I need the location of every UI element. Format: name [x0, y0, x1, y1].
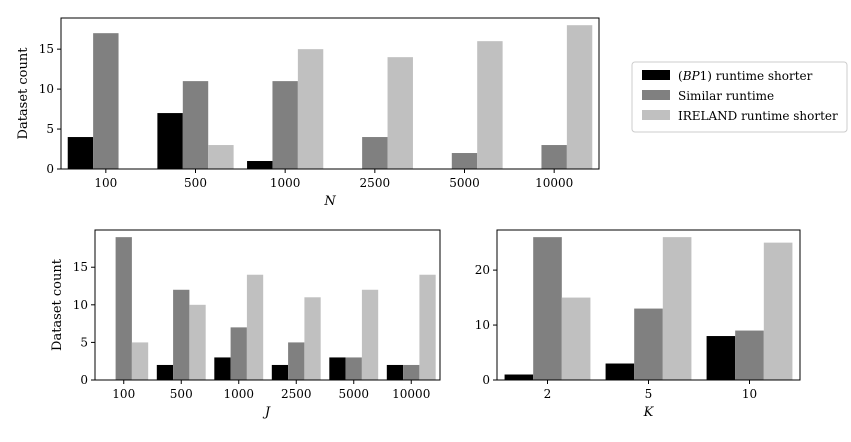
bar-ireland-runtime-shorter-500 [208, 145, 234, 169]
x-tick-label: 5 [645, 387, 653, 401]
y-tick-label: 10 [73, 298, 88, 312]
x-axis-label: J [262, 405, 271, 420]
legend-box [631, 61, 848, 133]
x-tick-label: 1000 [270, 176, 301, 190]
bar-ireland-runtime-shorter-2500 [304, 297, 321, 380]
legend-swatch [642, 110, 670, 120]
x-tick-label: 500 [170, 387, 193, 401]
bar--bp1-runtime-shorter-10 [706, 336, 736, 380]
axes-frame [60, 17, 600, 170]
bar-similar-runtime-2500 [288, 342, 305, 380]
bar-ireland-runtime-shorter-2500 [387, 57, 413, 169]
x-tick-label: 100 [112, 387, 135, 401]
x-axis-label: N [323, 194, 336, 209]
bar-similar-runtime-2500 [362, 137, 388, 169]
bar-ireland-runtime-shorter-5000 [361, 289, 379, 380]
bar-similar-runtime-100 [115, 237, 132, 380]
chart-j: 0 5 10 15 100 500 1000 2500 5000 10000 J Dataset co… [50, 229, 441, 420]
legend-label: Similar runtime [678, 89, 774, 103]
legend-swatch [642, 90, 670, 100]
legend-label: (BP1) runtime shorter [678, 69, 813, 83]
bar--bp1-runtime-shorter-5000 [329, 357, 346, 380]
bar-ireland-runtime-shorter-1000 [297, 49, 324, 169]
x-tick-label: 2 [544, 387, 552, 401]
x-tick-label: 5000 [449, 176, 480, 190]
bar-ireland-runtime-shorter-10 [763, 242, 793, 380]
bar--bp1-runtime-shorter-100 [67, 137, 94, 169]
bar-similar-runtime-1000 [230, 327, 247, 380]
bar-ireland-runtime-shorter-10000 [566, 25, 593, 169]
x-tick-label: 10000 [535, 176, 573, 190]
bar--bp1-runtime-shorter-10000 [386, 364, 404, 380]
y-tick-label: 15 [39, 42, 54, 56]
chart-k: 0 10 20 2 5 10 K [475, 229, 801, 420]
bar-similar-runtime-500 [182, 81, 209, 169]
bar-ireland-runtime-shorter-500 [189, 304, 206, 380]
bar-similar-runtime-5000 [451, 153, 478, 169]
bar-similar-runtime-5000 [345, 357, 362, 380]
bar-similar-runtime-5 [634, 308, 663, 380]
bar-ireland-runtime-shorter-5000 [477, 41, 503, 169]
y-tick-label: 0 [482, 373, 490, 387]
x-tick-label: 5000 [338, 387, 369, 401]
bar-similar-runtime-2 [533, 237, 562, 380]
bar-similar-runtime-1000 [272, 81, 298, 169]
y-tick-label: 10 [39, 82, 54, 96]
bar-similar-runtime-10000 [541, 145, 567, 169]
bar-similar-runtime-500 [173, 289, 190, 380]
bar-similar-runtime-10000 [403, 364, 420, 380]
bar--bp1-runtime-shorter-2 [504, 374, 534, 380]
bar--bp1-runtime-shorter-1000 [214, 357, 231, 380]
bar-ireland-runtime-shorter-10000 [419, 274, 436, 380]
y-axis-label: Dataset count [16, 47, 31, 140]
bar-similar-runtime-100 [93, 33, 119, 170]
bar-ireland-runtime-shorter-5 [662, 237, 692, 380]
x-tick-label: 10 [742, 387, 757, 401]
bar-similar-runtime-10 [735, 330, 764, 380]
bar--bp1-runtime-shorter-500 [156, 364, 174, 380]
x-tick-label: 2500 [281, 387, 312, 401]
x-tick-label: 10000 [392, 387, 430, 401]
bar--bp1-runtime-shorter-2500 [271, 364, 289, 380]
bar--bp1-runtime-shorter-1000 [247, 161, 273, 169]
y-tick-label: 15 [73, 260, 88, 274]
y-tick-label: 20 [475, 263, 490, 277]
bar-ireland-runtime-shorter-100 [131, 342, 149, 380]
bar--bp1-runtime-shorter-5 [605, 363, 635, 380]
y-tick-label: 0 [80, 373, 88, 387]
y-tick-label: 5 [80, 335, 88, 349]
y-axis-label: Dataset count [50, 258, 65, 351]
y-tick-label: 10 [475, 318, 490, 332]
y-tick-label: 5 [46, 122, 54, 136]
x-tick-label: 500 [184, 176, 207, 190]
legend: (BP1) runtime shorter Similar runtime IREL… [631, 61, 848, 133]
chart-n: 0 5 10 15 100 500 1000 2500 5000 10000 N Dataset co… [16, 17, 600, 209]
bar-ireland-runtime-shorter-2 [561, 297, 591, 380]
x-axis-label: K [643, 405, 655, 420]
bar-ireland-runtime-shorter-1000 [246, 274, 264, 380]
y-tick-label: 0 [46, 162, 54, 176]
bar--bp1-runtime-shorter-500 [157, 113, 183, 169]
x-tick-label: 100 [94, 176, 117, 190]
x-tick-label: 1000 [223, 387, 254, 401]
x-tick-label: 2500 [360, 176, 391, 190]
legend-swatch [642, 70, 670, 80]
legend-label: IRELAND runtime shorter [678, 109, 838, 123]
